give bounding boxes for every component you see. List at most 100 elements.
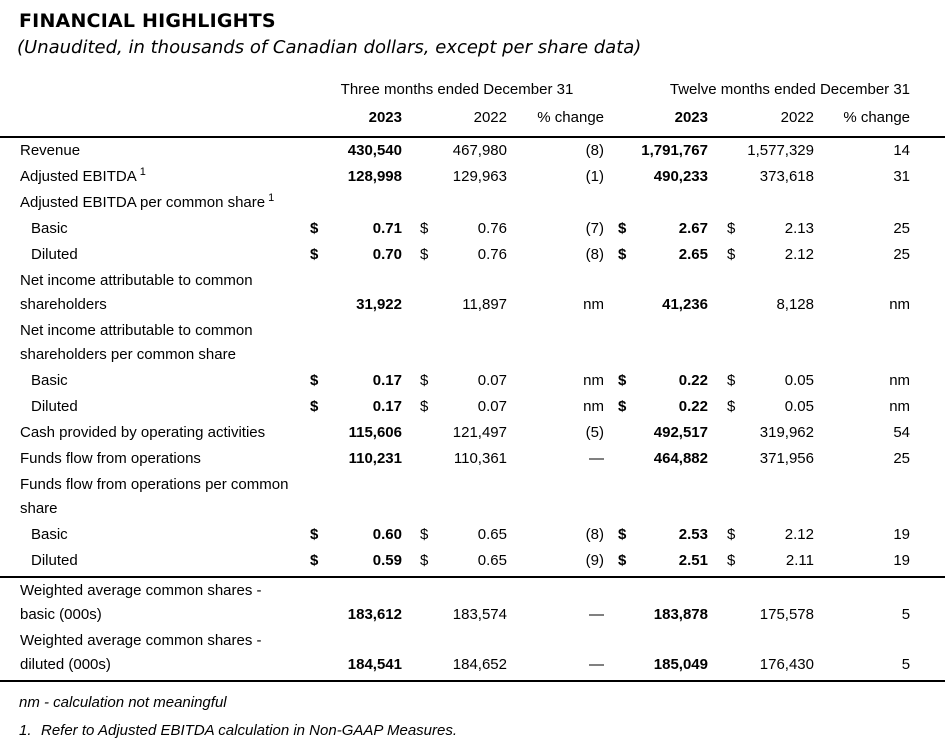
- currency-symbol: $: [618, 220, 627, 237]
- cell-value: 175,578: [759, 606, 814, 623]
- currency-symbol: $: [727, 526, 736, 543]
- table-row: Diluted $0.59 $0.65 (9) $2.51 $2.11 19: [0, 548, 945, 578]
- cell-three-months-pct-change: [507, 472, 604, 522]
- cell-three-months-pct-change: nm: [583, 398, 604, 415]
- currency-symbol: $: [420, 398, 429, 415]
- cell-twelve-months-pct-change: 25: [893, 450, 911, 467]
- table-row: Weighted average common shares - basic (…: [0, 577, 945, 628]
- cell-twelve-months-2022: 371,956: [708, 446, 814, 472]
- cell-value: 371,956: [759, 450, 814, 467]
- cell-twelve-months-2022: $2.12: [708, 522, 814, 548]
- row-label: Adjusted EBITDA per common share 1: [0, 190, 310, 216]
- cell-value: 2.51: [678, 552, 708, 569]
- table-row: Net income attributable to common shareh…: [0, 318, 945, 368]
- footnote-text: nm - calculation not meaningful: [19, 694, 227, 711]
- cell-twelve-months-pct-change: 54: [893, 424, 911, 441]
- table-row: Funds flow from operations per common sh…: [0, 472, 945, 522]
- cell-twelve-months-pct-change: 19: [893, 526, 911, 543]
- table-row: Basic $0.71 $0.76 (7) $2.67 $2.13 25: [0, 216, 945, 242]
- cell-three-months-2022: [402, 318, 507, 368]
- cell-twelve-months-pct-change: [814, 318, 945, 368]
- cell-twelve-months-2022: 175,578: [708, 577, 814, 628]
- footnotes: nm - calculation not meaningful 1. Refer …: [0, 689, 945, 745]
- cell-twelve-months-pct-change: 5: [901, 606, 911, 623]
- cell-value: 373,618: [759, 168, 814, 185]
- row-label: Funds flow from operations per common sh…: [0, 472, 310, 522]
- group-header-row: Three months ended December 31 Twelve mo…: [0, 76, 945, 104]
- table-row: Funds flow from operations 110,231 110,361…: [0, 446, 945, 472]
- cell-value: 110,231: [348, 450, 402, 467]
- cell-three-months-2023: $0.17: [310, 394, 402, 420]
- page-subtitle: (Unaudited, in thousands of Canadian dol…: [17, 37, 642, 58]
- currency-symbol: $: [310, 246, 319, 263]
- cell-value: 184,652: [452, 656, 507, 673]
- page-title: FINANCIAL HIGHLIGHTS: [19, 10, 276, 32]
- cell-three-months-2022: 184,652: [402, 628, 507, 682]
- cell-value: 183,878: [653, 606, 708, 623]
- currency-symbol: $: [310, 220, 319, 237]
- cell-value: 2.12: [784, 526, 814, 543]
- cell-three-months-pct-change: —: [589, 606, 604, 623]
- cell-three-months-pct-change: —: [589, 450, 604, 467]
- cell-value: 0.70: [372, 246, 402, 263]
- currency-symbol: $: [420, 552, 429, 569]
- table-row: Adjusted EBITDA per common share 1: [0, 190, 945, 216]
- cell-value: 121,497: [452, 424, 507, 441]
- currency-symbol: $: [618, 372, 627, 389]
- cell-value: 183,612: [347, 606, 402, 623]
- cell-value: 0.17: [372, 372, 402, 389]
- row-label: Net income attributable to common shareh…: [0, 268, 310, 318]
- cell-three-months-2022: 183,574: [402, 577, 507, 628]
- group-header-twelve-months: Twelve months ended December 31: [669, 81, 911, 98]
- cell-twelve-months-pct-change: nm: [889, 398, 911, 415]
- cell-twelve-months-2023: 492,517: [604, 420, 708, 446]
- row-label: Net income attributable to common shareh…: [0, 318, 310, 368]
- cell-value: 0.65: [477, 526, 507, 543]
- cell-twelve-months-2023: 464,882: [604, 446, 708, 472]
- row-label-text: Funds flow from operations per common sh…: [20, 476, 289, 517]
- currency-symbol: $: [420, 372, 429, 389]
- cell-value: 490,233: [653, 168, 708, 185]
- col-header-q-pct-change: % change: [507, 104, 604, 138]
- table-row: Basic $0.60 $0.65 (8) $2.53 $2.12 19: [0, 522, 945, 548]
- cell-value: 2.12: [784, 246, 814, 263]
- cell-value: 0.05: [784, 398, 814, 415]
- footnote-text: Refer to Adjusted EBITDA calculation in …: [41, 722, 458, 739]
- cell-three-months-pct-change: (7): [585, 220, 604, 237]
- cell-twelve-months-2022: $2.13: [708, 216, 814, 242]
- row-label: Weighted average common shares - diluted…: [0, 628, 310, 682]
- cell-value: 1,791,767: [641, 142, 708, 159]
- row-label-text: Revenue: [20, 142, 81, 159]
- cell-three-months-2023: [310, 190, 402, 216]
- row-label-text: Net income attributable to common shareh…: [20, 322, 253, 363]
- cell-twelve-months-pct-change: 25: [893, 246, 911, 263]
- cell-three-months-pct-change: nm: [583, 372, 604, 389]
- cell-twelve-months-2022: $2.12: [708, 242, 814, 268]
- row-label: Basic: [0, 522, 310, 548]
- table-row: Diluted $0.17 $0.07 nm $0.22 $0.05 nm: [0, 394, 945, 420]
- cell-three-months-2022: [402, 190, 507, 216]
- currency-symbol: $: [727, 372, 736, 389]
- row-label-text: Diluted: [31, 246, 78, 263]
- row-label: Revenue: [0, 137, 310, 164]
- cell-three-months-2023: 184,541: [310, 628, 402, 682]
- row-label: Diluted: [0, 548, 310, 578]
- currency-symbol: $: [420, 246, 429, 263]
- cell-three-months-pct-change: nm: [583, 296, 604, 313]
- cell-value: 8,128: [776, 296, 814, 313]
- footnote-nm: nm - calculation not meaningful: [19, 689, 945, 717]
- cell-value: 0.65: [477, 552, 507, 569]
- cell-three-months-2023: 110,231: [310, 446, 402, 472]
- cell-value: 0.71: [372, 220, 402, 237]
- cell-value: 176,430: [759, 656, 814, 673]
- cell-three-months-2023: 31,922: [310, 268, 402, 318]
- row-label-text: Funds flow from operations: [20, 450, 201, 467]
- cell-twelve-months-2022: [708, 472, 814, 522]
- cell-twelve-months-2022: $2.11: [708, 548, 814, 578]
- col-header-y-2023: 2023: [604, 104, 708, 138]
- row-label-text: Adjusted EBITDA: [20, 168, 137, 185]
- cell-three-months-2022: 467,980: [402, 137, 507, 164]
- cell-value: 2.67: [678, 220, 708, 237]
- table-row: Revenue 430,540 467,980 (8) 1,791,767 1,577,3…: [0, 137, 945, 164]
